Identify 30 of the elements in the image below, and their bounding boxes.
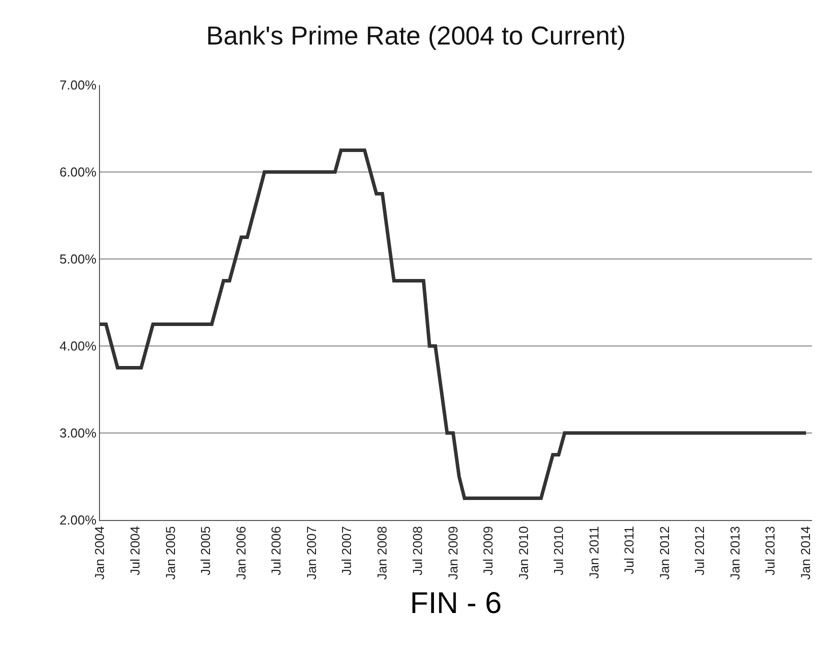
- x-tick-label: Jan 2010: [516, 526, 531, 580]
- x-tick-label: Jul 2007: [339, 526, 354, 576]
- y-tick-label: 4.00%: [60, 338, 97, 354]
- y-tick-label: 5.00%: [60, 252, 97, 267]
- y-tick-label: 3.00%: [60, 426, 97, 441]
- x-tick-label: Jan 2007: [304, 526, 320, 580]
- x-tick-label: Jan 2005: [162, 526, 178, 580]
- x-tick-label: Jul 2012: [692, 526, 708, 576]
- x-tick-label: Jul 2004: [127, 526, 142, 576]
- line-series: [100, 148, 808, 500]
- x-tick-label: Jan 2012: [656, 526, 672, 580]
- x-tick-label: Jul 2005: [198, 526, 213, 576]
- y-tick-label: 6.00%: [60, 164, 97, 180]
- chart-title: Bank's Prime Rate (2004 to Current): [206, 20, 626, 51]
- x-tick-label: Jul 2010: [550, 526, 566, 576]
- y-tick-label: 7.00%: [60, 78, 97, 93]
- x-tick-label: Jul 2009: [480, 526, 496, 576]
- x-tick-label: Jul 2008: [410, 526, 425, 576]
- text: FIN - 6: [410, 587, 502, 620]
- x-tick-label: Jul 2011: [621, 526, 636, 574]
- y-tick-label: 2.00%: [60, 512, 97, 528]
- x-tick-label: Jan 2011: [586, 526, 602, 579]
- x-tick-label: Jan 2014: [798, 526, 814, 580]
- x-tick-label: Jan 2013: [728, 526, 743, 580]
- x-tick-label: Jul 2006: [268, 526, 284, 576]
- x-tick-label: Jan 2004: [92, 526, 108, 580]
- x-tick-label: Jan 2008: [374, 526, 390, 580]
- x-tick-label: Jul 2013: [762, 526, 778, 576]
- x-tick-label: Jan 2006: [234, 526, 249, 580]
- x-tick-label: Jan 2009: [445, 526, 460, 580]
